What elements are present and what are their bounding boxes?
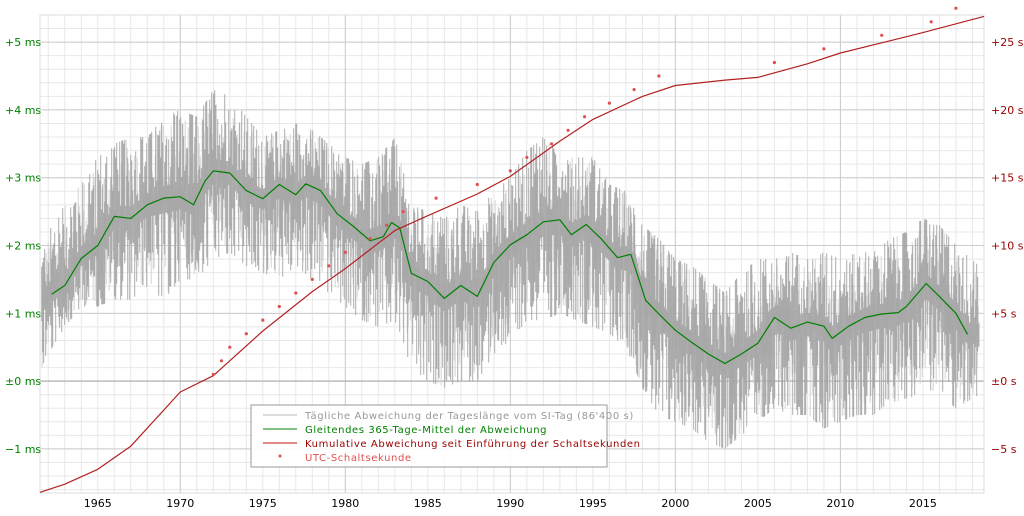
legend-label-moving-average: Gleitendes 365-Tage-Mittel der Abweichun…	[305, 425, 547, 436]
leap-second-point	[277, 304, 281, 309]
legend: Tägliche Abweichung der Tageslänge vom S…	[250, 404, 641, 468]
y-right-tick-label: +15 s	[991, 172, 1024, 185]
legend-box	[250, 404, 608, 468]
leap-second-point	[525, 155, 529, 159]
x-tick-label: 2015	[909, 497, 937, 510]
cumulative-deviation-series	[39, 15, 985, 493]
leap-second-point	[343, 250, 347, 254]
y-axis-right: +25 s +20 s +15 s +10 s +5 s ±0 s −5 s	[991, 36, 1024, 456]
leap-second-point	[607, 101, 612, 105]
leap-second-point	[385, 223, 389, 227]
leap-second-point	[327, 264, 331, 268]
legend-swatch-leap-second	[278, 454, 282, 458]
x-tick-label: 1995	[579, 497, 607, 510]
x-tick-label: 1985	[414, 497, 442, 510]
x-tick-label: 1980	[331, 497, 359, 510]
leap-second-point	[929, 20, 933, 24]
leap-second-point	[310, 277, 314, 281]
leap-second-point	[880, 33, 884, 37]
y-left-tick-label: +5 ms	[5, 36, 41, 49]
leap-second-point	[822, 47, 826, 51]
leap-second-point	[294, 291, 298, 295]
y-left-tick-label: +3 ms	[5, 172, 41, 185]
leap-second-point	[566, 128, 570, 132]
plot-frame	[39, 14, 985, 494]
x-tick-label: 1965	[84, 497, 112, 510]
legend-label-daily: Tägliche Abweichung der Tageslänge vom S…	[304, 411, 634, 422]
leap-second-point	[657, 74, 661, 78]
leap-second-point	[954, 6, 958, 10]
y-right-tick-label: ±0 s	[991, 375, 1017, 388]
leap-second-points	[211, 6, 958, 376]
leap-second-point	[368, 237, 372, 241]
y-left-tick-label: −1 ms	[5, 443, 41, 456]
y-right-tick-label: +25 s	[991, 36, 1024, 49]
legend-label-leap-second: UTC-Schaltsekunde	[305, 453, 412, 464]
y-right-tick-label: +20 s	[991, 104, 1024, 117]
leap-second-point	[632, 88, 636, 92]
leap-second-point	[508, 169, 512, 173]
y-right-tick-label: −5 s	[991, 443, 1017, 456]
daily-deviation-series	[41, 90, 980, 449]
leap-second-point	[211, 372, 215, 376]
x-tick-label: 2010	[826, 497, 854, 510]
leap-second-point	[401, 210, 405, 214]
leap-second-point	[434, 196, 438, 200]
y-left-tick-label: +1 ms	[5, 307, 41, 320]
y-right-tick-label: +5 s	[991, 307, 1017, 320]
moving-average-line	[51, 170, 969, 365]
x-axis: 1965 1970 1975 1980 1985 1990 1995 2000 2005 2010…	[84, 497, 937, 510]
y-left-tick-label: +2 ms	[5, 240, 41, 253]
cumulative-deviation-line	[39, 15, 985, 493]
leap-second-point	[228, 345, 232, 349]
y-axis-left: +5 ms +4 ms +3 ms +2 ms +1 ms ±0 ms −1 ms	[5, 36, 41, 456]
y-right-tick-label: +10 s	[991, 240, 1024, 253]
leap-second-point	[244, 332, 248, 336]
leap-second-point	[550, 142, 554, 146]
moving-average-series	[51, 170, 969, 365]
x-tick-label: 1975	[249, 497, 277, 510]
leap-second-point	[583, 115, 587, 119]
leap-second-point	[475, 182, 479, 187]
x-tick-label: 1990	[496, 497, 524, 510]
legend-label-cumulative: Kumulative Abweichung seit Einführung de…	[305, 439, 641, 450]
leap-second-point	[261, 318, 265, 322]
y-left-tick-label: +4 ms	[5, 104, 41, 117]
leap-second-point	[772, 60, 777, 65]
x-tick-label: 1970	[166, 497, 194, 510]
x-tick-label: 2005	[744, 497, 772, 510]
y-left-tick-label: ±0 ms	[5, 375, 41, 388]
leap-second-point	[219, 359, 224, 363]
x-tick-label: 2000	[661, 497, 689, 510]
